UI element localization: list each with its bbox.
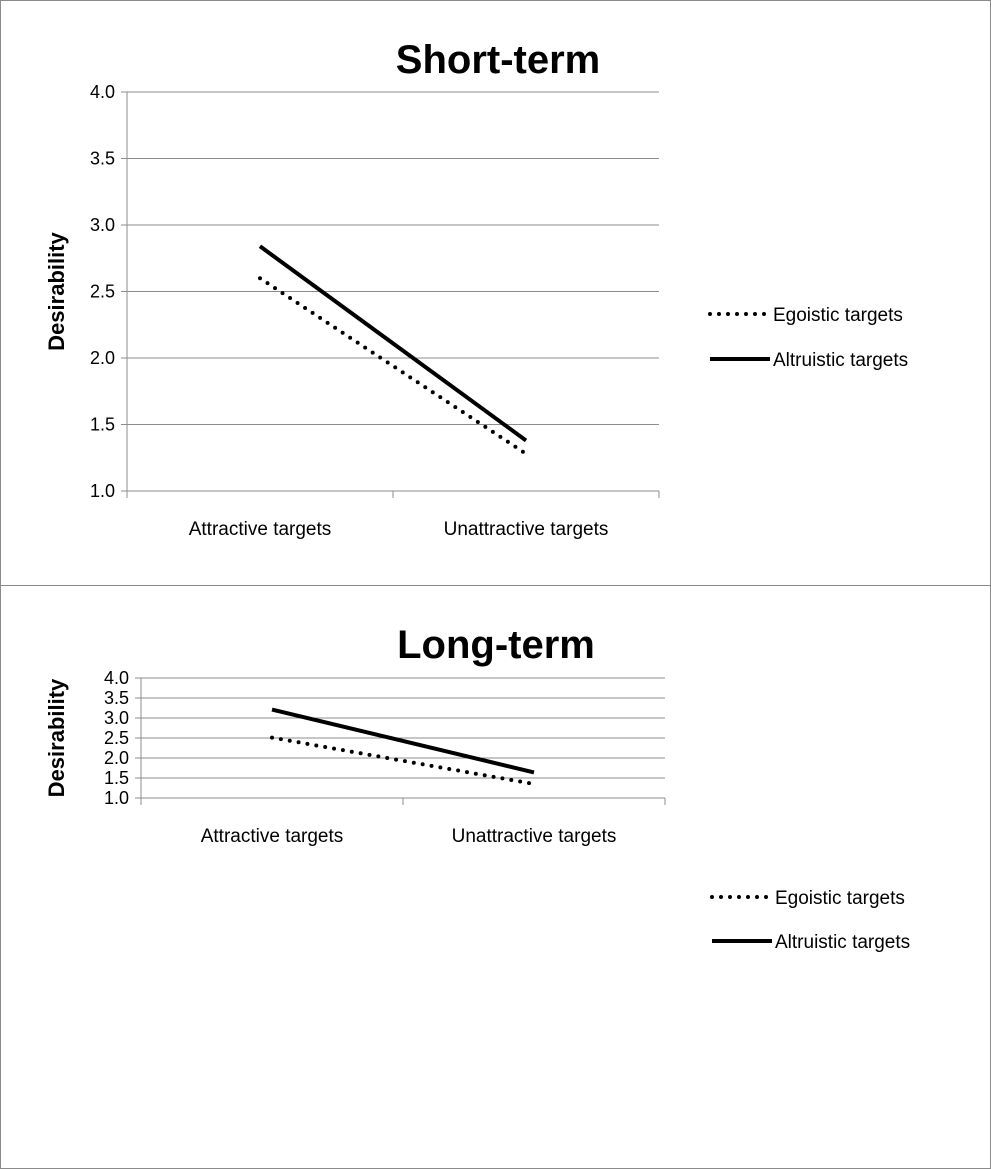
y-tick-label: 2.5 <box>90 282 115 302</box>
y-tick-label: 4.0 <box>104 668 129 688</box>
y-tick-label: 1.5 <box>104 768 129 788</box>
x-category-label: Unattractive targets <box>452 826 617 847</box>
chart-title: Short-term <box>396 38 600 82</box>
chart-title: Long-term <box>397 623 595 667</box>
y-tick-label: 3.5 <box>90 149 115 169</box>
x-category-label: Attractive targets <box>189 519 332 540</box>
y-axis-label: Desirability <box>44 678 69 797</box>
chart-svg-short-term: Short-term 1.0 1.5 2.0 2.5 3.0 3.5 4.0 Attractiv… <box>44 38 908 540</box>
legend-label: Egoistic targets <box>773 305 903 326</box>
series-line-altruistic <box>271 707 535 775</box>
y-tick-label: 3.0 <box>90 215 115 235</box>
legend-label: Egoistic targets <box>775 888 905 909</box>
legend-label: Altruistic targets <box>775 932 910 953</box>
y-tick-label: 1.0 <box>90 481 115 501</box>
y-tick-label: 2.5 <box>104 728 129 748</box>
x-category-label: Attractive targets <box>201 826 344 847</box>
y-tick-label: 3.0 <box>104 708 129 728</box>
y-tick-label: 4.0 <box>90 82 115 102</box>
y-tick-label: 3.5 <box>104 688 129 708</box>
chart-panel-short-term: Short-term 1.0 1.5 2.0 2.5 3.0 3.5 4.0 Attractiv… <box>0 0 991 586</box>
y-tick-label: 1.0 <box>104 788 129 808</box>
y-axis-label: Desirability <box>44 231 69 350</box>
legend-label: Altruistic targets <box>773 350 908 371</box>
y-tick-label: 2.0 <box>90 348 115 368</box>
x-category-label: Unattractive targets <box>444 519 609 540</box>
chart-svg-long-term: Long-term 1.01.52.02.53.03.54.0 Attractive… <box>44 623 910 953</box>
y-tick-label: 2.0 <box>104 748 129 768</box>
y-tick-label: 1.5 <box>90 415 115 435</box>
series-line-egoistic <box>270 735 536 786</box>
series-line-egoistic <box>258 276 528 456</box>
chart-panel-long-term: Long-term 1.0 1.5 2.0 2.5 3.0 3.5 4.0 Attractive… <box>0 585 991 1169</box>
series-line-altruistic <box>258 244 528 443</box>
